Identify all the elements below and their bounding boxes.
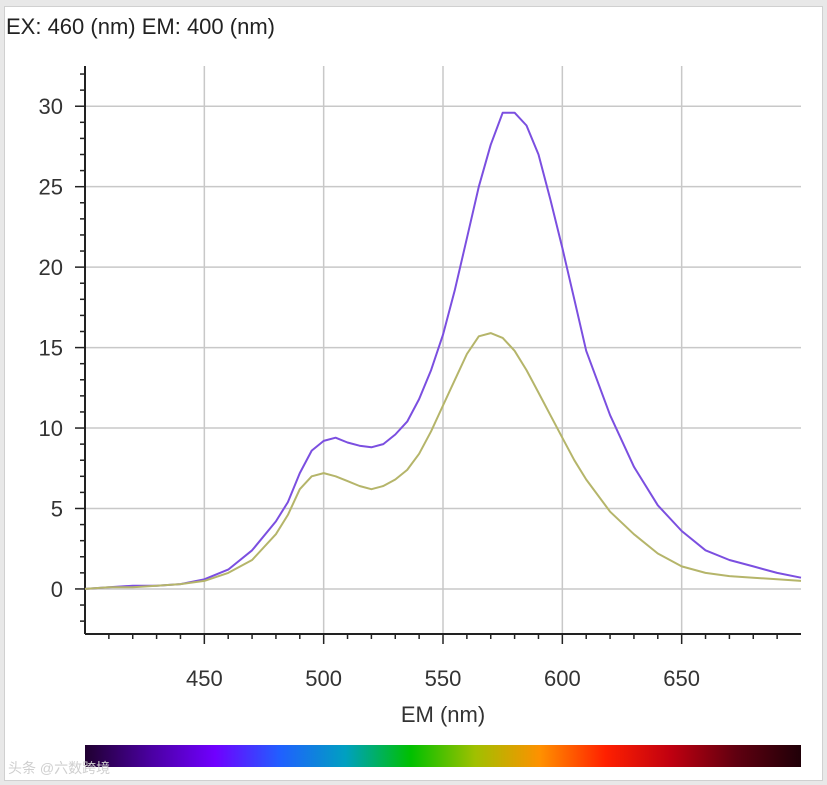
y-tick-label: 30 <box>39 94 63 119</box>
tick-labels: 0 5 10 15 20 25 30 450 500 550 600 650 <box>39 94 701 691</box>
series-lines <box>84 111 802 590</box>
x-axis-title: EM (nm) <box>401 702 485 727</box>
y-tick-label: 0 <box>51 577 63 602</box>
x-tick-label: 500 <box>305 666 342 691</box>
y-tick-label: 15 <box>39 336 63 361</box>
spectrum-gradient <box>85 745 801 767</box>
x-tick-label: 600 <box>544 666 581 691</box>
y-tick-label: 20 <box>39 255 63 280</box>
watermark-text: 头条 @六数跨境 <box>8 760 111 776</box>
grid <box>85 66 801 634</box>
chart-frame <box>4 6 823 781</box>
y-tick-label: 10 <box>39 416 63 441</box>
spectrum-color-bar <box>85 745 801 767</box>
axes <box>75 66 801 644</box>
y-tick-label: 5 <box>51 496 63 521</box>
y-tick-label: 25 <box>39 175 63 200</box>
x-tick-label: 550 <box>425 666 462 691</box>
chart-title: EX: 460 (nm) EM: 400 (nm) <box>6 14 275 39</box>
x-tick-label: 650 <box>663 666 700 691</box>
series-line-2 <box>84 332 802 590</box>
x-tick-label: 450 <box>186 666 223 691</box>
series-line-1 <box>84 111 802 590</box>
